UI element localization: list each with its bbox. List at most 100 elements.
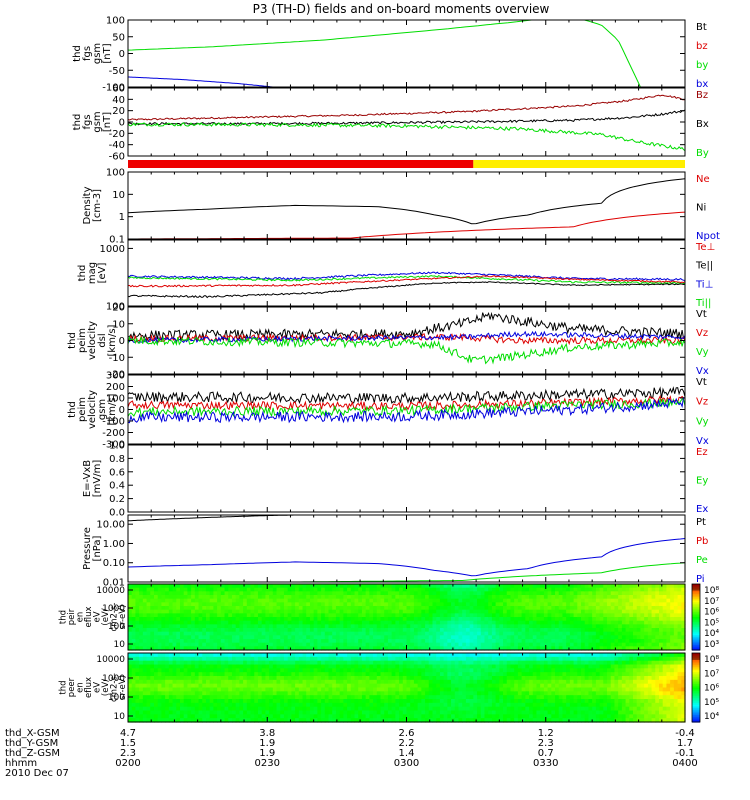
colorbar-tick-label: 10⁸ bbox=[704, 586, 719, 596]
y-tick-label: 100 bbox=[106, 302, 125, 313]
y-axis-label-line: thd bbox=[72, 114, 83, 131]
series-group bbox=[128, 20, 641, 87]
y-tick-label: 60 bbox=[112, 84, 125, 95]
y-tick-label: 1000 bbox=[102, 674, 125, 684]
y-axis-label-line: peim bbox=[77, 397, 88, 422]
legend-entry-Pe: Pe bbox=[696, 555, 708, 566]
series-group bbox=[128, 386, 685, 424]
series-group bbox=[128, 94, 685, 152]
series-bx bbox=[128, 76, 273, 87]
legend-entry-Vt: Vt bbox=[696, 309, 707, 320]
y-axis-label: E=-VxB [mV/m] bbox=[82, 460, 103, 498]
y-axis-label-line: (eV/ bbox=[101, 679, 111, 696]
series-Vx bbox=[128, 397, 685, 424]
legend-entry-By: By bbox=[696, 148, 709, 159]
panel-frame bbox=[127, 87, 686, 157]
panel-frame bbox=[127, 239, 686, 307]
panel-4: 100 10 1 0.1 Ne Ni Npot Density [cm-3] bbox=[82, 168, 720, 246]
y-axis-label-line: [cm-3] bbox=[92, 189, 103, 222]
series-group bbox=[128, 515, 685, 582]
y-axis-label-line: sr-eV) bbox=[118, 605, 128, 630]
y-tick-label: -100 bbox=[102, 83, 125, 94]
y-tick-label: -20 bbox=[109, 129, 125, 140]
panel-11: 10⁸ 10⁷ 10⁶ 10⁵ 10⁴ 10000 1000 100 10 thdpeerenef… bbox=[58, 652, 719, 723]
y-axis-label-line: peir bbox=[67, 608, 77, 625]
x-axis-row-label: thd_Z-GSM bbox=[5, 748, 60, 759]
y-tick-label: 10 bbox=[114, 640, 126, 650]
y-tick-label: 10.00 bbox=[96, 520, 125, 531]
legend-entry-Vx: Vx bbox=[696, 366, 709, 377]
x-axis-tick-value: 3.8 bbox=[259, 728, 275, 739]
legend-entry-Ez: Ez bbox=[696, 447, 708, 458]
y-axis-label-line: sr-eV) bbox=[118, 675, 128, 700]
x-axis-tick-value: 0400 bbox=[672, 758, 697, 769]
y-axis-label-line: velocity bbox=[87, 321, 98, 360]
x-axis-tick-value: 1.2 bbox=[538, 728, 554, 739]
y-axis-label-line: thd bbox=[67, 401, 78, 418]
y-axis-label-line: fgs bbox=[82, 114, 93, 129]
y-tick-label: 0.1 bbox=[109, 235, 125, 246]
series-Ti⊥ bbox=[128, 271, 685, 281]
y-tick-label: 10000 bbox=[96, 655, 125, 665]
x-axis-tick-value: 0200 bbox=[115, 758, 140, 769]
panel-3 bbox=[128, 160, 685, 168]
y-tick-label: -200 bbox=[102, 428, 125, 439]
y-tick-label: 0.10 bbox=[103, 558, 125, 569]
y-axis-label-line: cm2-s- bbox=[109, 673, 119, 702]
y-axis-label-line: [nT] bbox=[102, 112, 113, 132]
date-label: 2010 Dec 07 bbox=[5, 768, 69, 779]
x-axis-tick-value: 1.4 bbox=[399, 748, 415, 759]
series-Pt bbox=[128, 515, 296, 522]
legend-entry-by: by bbox=[696, 60, 708, 71]
y-tick-label: 0.0 bbox=[109, 508, 125, 519]
series-Vy bbox=[128, 335, 685, 365]
colorbar-tick-label: 10⁴ bbox=[704, 712, 719, 722]
series-group bbox=[128, 271, 685, 299]
y-tick-label: 0 bbox=[119, 405, 125, 416]
y-tick-label: 0.2 bbox=[109, 494, 125, 505]
legend-entry-Ey: Ey bbox=[696, 476, 708, 487]
series-Vt bbox=[128, 386, 685, 405]
colorbar-tick-label: 10⁴ bbox=[704, 629, 719, 639]
colorbar: 10⁸ 10⁷ 10⁶ 10⁵ 10⁴ bbox=[691, 652, 719, 723]
y-axis-label-line: Density bbox=[82, 186, 93, 224]
y-tick-label: 20 bbox=[112, 106, 125, 117]
x-axis-tick-value: 2.3 bbox=[120, 748, 136, 759]
y-tick-label: 1.0 bbox=[109, 441, 125, 452]
legend-entry-Vz: Vz bbox=[696, 328, 708, 339]
y-tick-label: 300 bbox=[106, 371, 125, 382]
y-axis-label-line: en bbox=[75, 612, 85, 623]
y-axis-label-line: mag bbox=[87, 262, 98, 284]
series-Te⊥ bbox=[128, 275, 685, 288]
y-axis-label-line: thd bbox=[72, 45, 83, 62]
spectrogram bbox=[128, 653, 686, 723]
legend-entry-Vy: Vy bbox=[696, 347, 709, 358]
y-axis-label: thd mag [eV] bbox=[77, 262, 108, 284]
legend-entry-Ni: Ni bbox=[696, 203, 706, 214]
y-tick-label: 10 bbox=[112, 190, 125, 201]
spectrogram bbox=[128, 584, 686, 651]
x-axis-tick-value: 4.7 bbox=[120, 728, 136, 739]
y-axis-label: thd fgs gsm [nT] bbox=[72, 43, 113, 64]
series-Ti|| bbox=[128, 274, 685, 285]
y-tick-label: 10 bbox=[114, 712, 126, 722]
series-By bbox=[128, 122, 685, 152]
panel-10: 10⁸10⁷10⁶10⁵10⁴10³10000100010010thdpeire… bbox=[58, 583, 719, 651]
y-axis-label-line: eflux bbox=[84, 677, 94, 698]
series-Bz bbox=[128, 94, 685, 121]
y-axis-label-line: gsm bbox=[92, 43, 103, 64]
series-group bbox=[128, 311, 685, 365]
y-axis-label-line: [km/s] bbox=[107, 393, 118, 425]
y-axis-label-line: E=-VxB bbox=[82, 460, 93, 497]
y-axis-label-line: thd bbox=[58, 610, 68, 624]
legend-entry-Npot: Npot bbox=[696, 231, 720, 242]
x-axis-tick-value: 0230 bbox=[255, 758, 280, 769]
y-axis-label-line: [nPa] bbox=[92, 535, 103, 561]
y-axis-label-line: velocity bbox=[87, 390, 98, 429]
legend-entry-Bt: Bt bbox=[696, 22, 707, 33]
y-tick-label: -20 bbox=[109, 370, 125, 381]
y-tick-label: -10 bbox=[109, 353, 125, 364]
y-tick-label: 1.00 bbox=[103, 539, 125, 550]
